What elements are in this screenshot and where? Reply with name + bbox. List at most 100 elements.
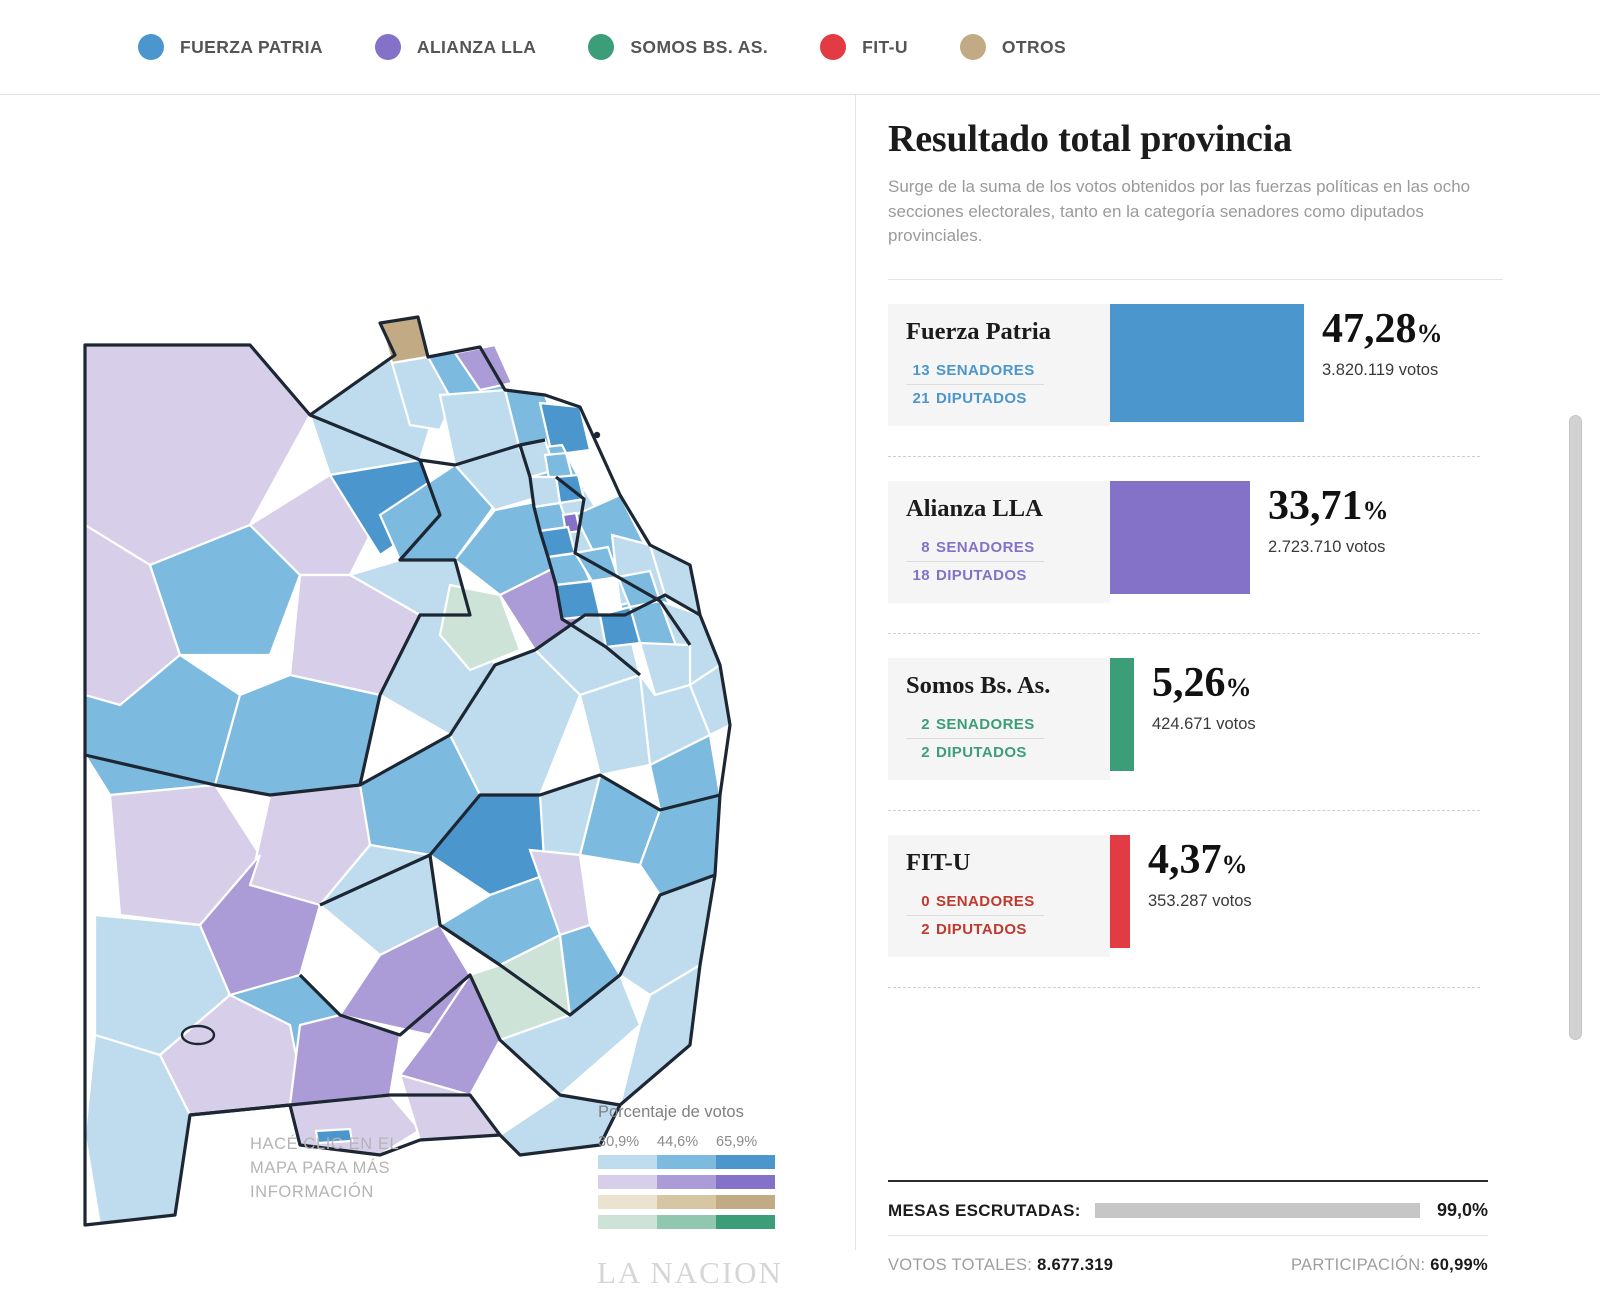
map-legend-tick: 44,6% bbox=[657, 1134, 699, 1150]
percent-value: 47,28% bbox=[1322, 308, 1443, 350]
senadores-label: SENADORES bbox=[936, 715, 1035, 733]
map-region[interactable] bbox=[438, 583, 522, 672]
senadores-number: 2 bbox=[921, 715, 930, 733]
diputados-number: 2 bbox=[921, 743, 930, 761]
legend-label: SOMOS BS. AS. bbox=[630, 36, 769, 57]
percent-symbol: % bbox=[1362, 495, 1389, 525]
circle-icon bbox=[138, 34, 164, 60]
legend-item-fuerza-patria[interactable]: FUERZA PATRIA bbox=[138, 34, 323, 60]
ramp-swatch bbox=[657, 1155, 716, 1169]
percent-value: 5,26% bbox=[1152, 662, 1256, 704]
result-values: 4,37% 353.287 votos bbox=[1130, 835, 1252, 911]
legend-item-somos-bs-as[interactable]: SOMOS BS. AS. bbox=[588, 34, 768, 60]
votos-totales-value: 8.677.319 bbox=[1037, 1256, 1114, 1274]
province-choropleth-map[interactable] bbox=[0, 95, 855, 1250]
result-values: 33,71% 2.723.710 votos bbox=[1250, 481, 1389, 557]
percent-symbol: % bbox=[1416, 318, 1443, 348]
result-info: Somos Bs. As. 2 SENADORES 2 DIPUTADOS bbox=[888, 657, 1110, 780]
page-title: Resultado total provincia bbox=[888, 118, 1292, 160]
result-bar bbox=[1110, 480, 1250, 594]
map-region[interactable] bbox=[578, 673, 652, 777]
diputados-number: 18 bbox=[912, 566, 930, 584]
result-info: FIT-U 0 SENADORES 2 DIPUTADOS bbox=[888, 834, 1110, 957]
map-legend-tick: 30,9% bbox=[598, 1134, 640, 1150]
circle-icon bbox=[959, 34, 986, 60]
result-values: 47,28% 3.820.119 votos bbox=[1304, 304, 1443, 380]
mesas-progress-track bbox=[1094, 1203, 1423, 1218]
percent-number: 47,28 bbox=[1322, 305, 1417, 352]
map-pane[interactable]: HACÉ CLIC EN EL MAPA PARA MÁS INFORMACIÓ… bbox=[0, 95, 855, 1290]
map-color-legend: Porcentaje de votos 30,9% 44,6% 65,9% bbox=[598, 1103, 776, 1235]
map-region[interactable] bbox=[538, 401, 592, 457]
ramp-swatch bbox=[598, 1215, 657, 1229]
senadores-label: SENADORES bbox=[936, 361, 1035, 379]
result-values: 5,26% 424.671 votos bbox=[1134, 658, 1256, 734]
result-bar bbox=[1110, 834, 1130, 948]
diputados-count: 2 DIPUTADOS bbox=[906, 916, 1110, 943]
percent-value: 33,71% bbox=[1268, 485, 1389, 527]
participacion: PARTICIPACIÓN: 60,99% bbox=[1291, 1256, 1488, 1275]
votes-value: 424.671 votos bbox=[1152, 714, 1256, 733]
legend-item-alianza-lla[interactable]: ALIANZA LLA bbox=[374, 34, 536, 60]
legend-label: FUERZA PATRIA bbox=[180, 36, 323, 57]
mesas-escrutadas-label: MESAS ESCRUTADAS: bbox=[888, 1200, 1081, 1220]
percent-symbol: % bbox=[1225, 672, 1252, 702]
senadores-count: 13 SENADORES bbox=[906, 357, 1044, 385]
senadores-label: SENADORES bbox=[936, 538, 1035, 556]
legend-item-otros[interactable]: OTROS bbox=[959, 34, 1067, 60]
diputados-count: 18 DIPUTADOS bbox=[906, 562, 1110, 589]
senadores-number: 13 bbox=[912, 361, 930, 379]
diputados-label: DIPUTADOS bbox=[936, 920, 1027, 938]
map-bay-outline bbox=[180, 1024, 216, 1046]
senadores-count: 2 SENADORES bbox=[906, 711, 1044, 739]
diputados-label: DIPUTADOS bbox=[936, 389, 1027, 407]
ramp-swatch bbox=[657, 1215, 716, 1229]
results-list[interactable]: Fuerza Patria 13 SENADORES 21 DIPUTADOS 47… bbox=[888, 278, 1503, 1020]
legend-label: OTROS bbox=[1001, 36, 1067, 57]
map-region[interactable] bbox=[213, 673, 382, 797]
map-region[interactable] bbox=[288, 1013, 402, 1107]
party-name: Alianza LLA bbox=[906, 494, 1043, 522]
result-info: Fuerza Patria 13 SENADORES 21 DIPUTADOS bbox=[888, 303, 1110, 426]
page-subtitle: Surge de la suma de los votos obtenidos … bbox=[888, 177, 1471, 246]
legend-label: FIT-U bbox=[862, 36, 908, 57]
ramp-swatch bbox=[657, 1195, 716, 1209]
diputados-number: 2 bbox=[921, 920, 930, 938]
party-name: Fuerza Patria bbox=[906, 317, 1051, 345]
map-ramp-fuerza-patria bbox=[598, 1155, 776, 1169]
map-region[interactable] bbox=[314, 1127, 354, 1145]
senadores-number: 0 bbox=[921, 892, 930, 910]
participacion-label: PARTICIPACIÓN: bbox=[1290, 1256, 1426, 1274]
results-scrollbar-thumb[interactable] bbox=[1569, 415, 1582, 1040]
row-separator bbox=[888, 986, 1480, 988]
result-row[interactable]: FIT-U 0 SENADORES 2 DIPUTADOS 4,37% 353.28… bbox=[888, 811, 1503, 957]
percent-symbol: % bbox=[1221, 849, 1248, 879]
map-island-marker bbox=[593, 431, 601, 439]
result-row[interactable]: Somos Bs. As. 2 SENADORES 2 DIPUTADOS 5,26… bbox=[888, 634, 1503, 780]
result-row[interactable]: Fuerza Patria 13 SENADORES 21 DIPUTADOS 47… bbox=[888, 280, 1503, 426]
result-bar bbox=[1110, 657, 1134, 771]
row-separator bbox=[888, 632, 1480, 634]
map-region[interactable] bbox=[398, 972, 502, 1097]
summary-footer: MESAS ESCRUTADAS: 99,0% VOTOS TOTALES: 8… bbox=[888, 1180, 1488, 1275]
map-region[interactable] bbox=[148, 523, 302, 657]
map-ramp-otros bbox=[598, 1195, 776, 1209]
percent-value: 4,37% bbox=[1148, 839, 1252, 881]
participacion-value: 60,99% bbox=[1430, 1256, 1488, 1274]
legend-item-fit-u[interactable]: FIT-U bbox=[820, 34, 908, 60]
result-row[interactable]: Alianza LLA 8 SENADORES 18 DIPUTADOS 33,71… bbox=[888, 457, 1503, 603]
circle-icon bbox=[820, 34, 847, 60]
lanacion-watermark: LA NACION bbox=[597, 1255, 783, 1290]
circle-icon bbox=[588, 34, 615, 60]
map-region[interactable] bbox=[338, 923, 472, 1037]
mesas-escrutadas-row: MESAS ESCRUTADAS: 99,0% bbox=[888, 1180, 1488, 1236]
map-click-hint: HACÉ CLIC EN EL MAPA PARA MÁS INFORMACIÓ… bbox=[250, 1135, 399, 1201]
diputados-label: DIPUTADOS bbox=[936, 743, 1027, 761]
ramp-swatch bbox=[716, 1195, 775, 1209]
diputados-number: 21 bbox=[912, 389, 930, 407]
map-ramp-somos-bs-as bbox=[598, 1215, 776, 1229]
votes-value: 3.820.119 votos bbox=[1322, 360, 1439, 379]
diputados-count: 2 DIPUTADOS bbox=[906, 739, 1110, 766]
row-separator bbox=[888, 455, 1480, 457]
votes-value: 353.287 votos bbox=[1148, 891, 1252, 910]
